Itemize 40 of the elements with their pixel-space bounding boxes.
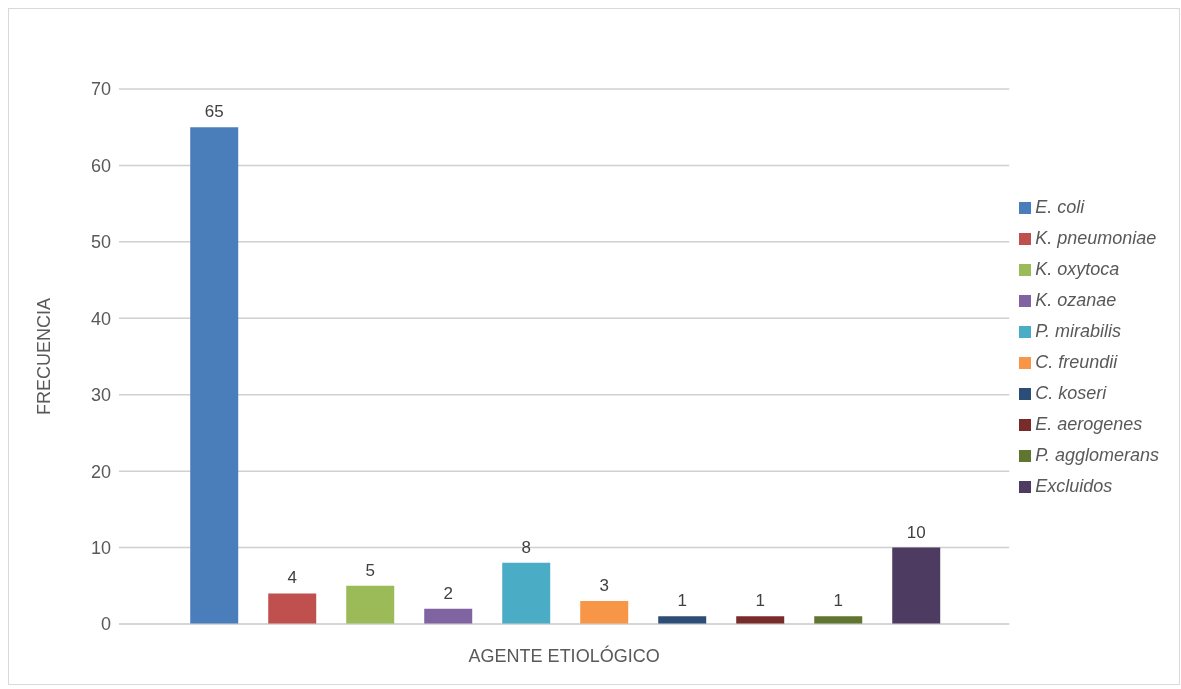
y-tick-label: 10 (90, 537, 111, 558)
y-tick-label: 50 (90, 232, 111, 253)
x-axis-title: AGENTE ETIOLÓGICO (468, 645, 660, 666)
legend-label: E. coli (1035, 196, 1085, 217)
bar (190, 127, 239, 624)
bar (424, 608, 473, 624)
bar (892, 547, 941, 624)
bar (658, 616, 707, 624)
y-tick-label: 60 (90, 155, 111, 176)
data-label: 1 (833, 591, 843, 611)
data-label: 2 (443, 583, 453, 603)
data-label: 4 (287, 568, 297, 588)
legend-label: C. freundii (1035, 351, 1118, 372)
legend-label: K. oxytoca (1035, 258, 1120, 279)
data-label: 10 (906, 522, 926, 542)
legend-label: E. aerogenes (1035, 413, 1143, 434)
legend-label: P. mirabilis (1035, 320, 1121, 341)
data-label: 8 (521, 537, 531, 557)
data-label: 1 (677, 591, 687, 611)
data-label: 1 (755, 591, 765, 611)
bar (736, 616, 785, 624)
y-tick-label: 20 (90, 461, 111, 482)
y-tick-label: 40 (90, 308, 111, 329)
y-tick-label: 0 (100, 614, 111, 635)
legend-label: P. agglomerans (1035, 444, 1159, 465)
y-tick-label: 70 (90, 79, 111, 100)
bar (580, 601, 629, 624)
legend-label: K. pneumoniae (1035, 227, 1157, 248)
legend-label: K. ozanae (1035, 289, 1117, 310)
data-label: 5 (365, 560, 375, 580)
bar (814, 616, 863, 624)
data-label: 3 (599, 576, 609, 596)
data-label: 65 (204, 102, 224, 122)
bar (502, 562, 551, 624)
bar (346, 585, 395, 624)
legend-label: C. koseri (1035, 382, 1107, 403)
bar (268, 593, 317, 624)
y-axis-title: FRECUENCIA (34, 297, 55, 416)
legend-label: Excluidos (1035, 475, 1113, 496)
y-tick-label: 30 (90, 385, 111, 406)
